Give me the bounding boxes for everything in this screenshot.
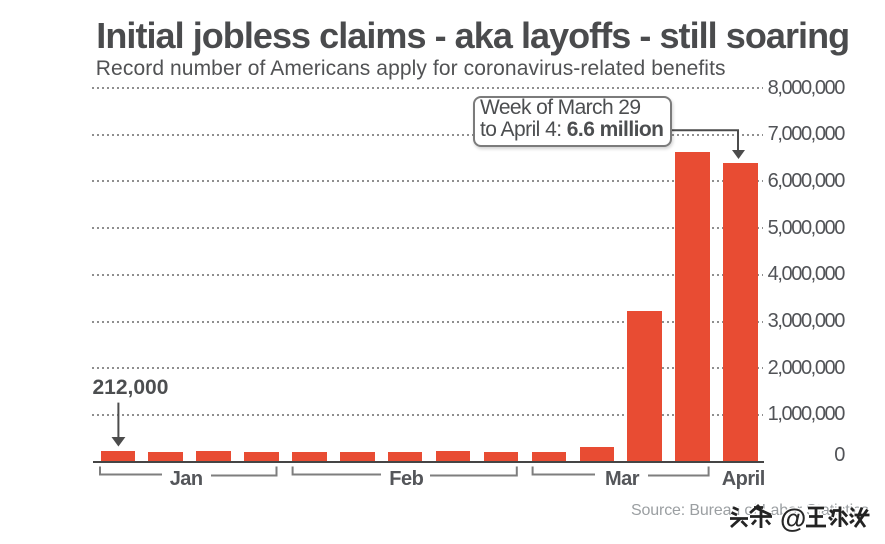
svg-text:@: @ bbox=[780, 504, 806, 534]
